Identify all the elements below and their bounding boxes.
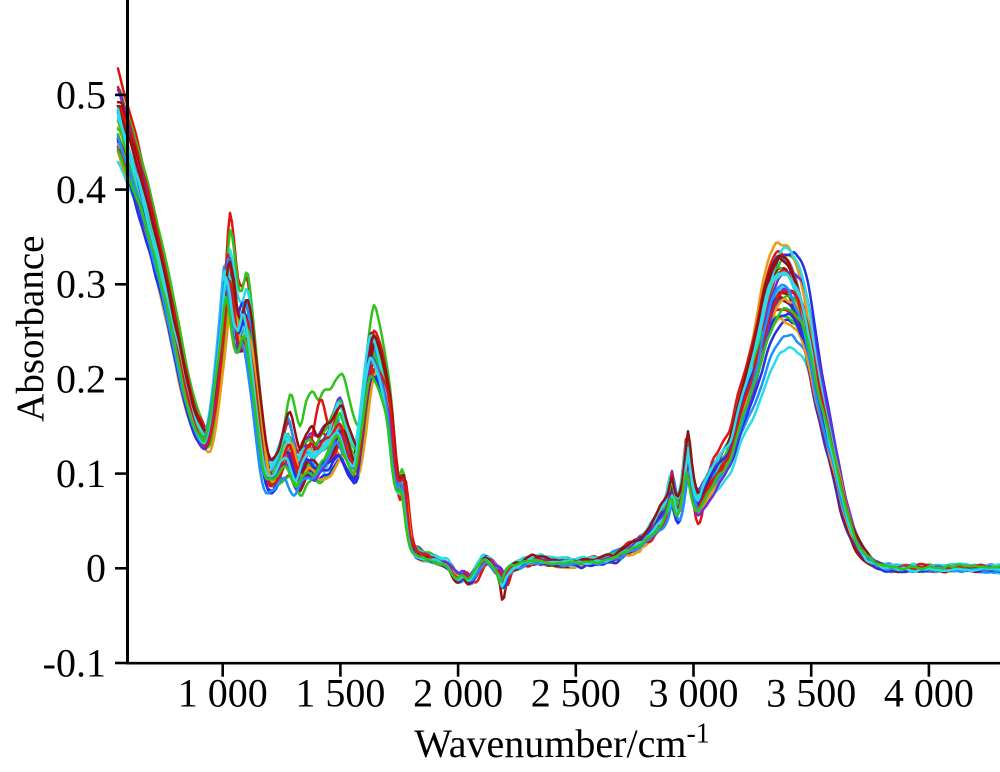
svg-text:Absorbance: Absorbance	[9, 236, 52, 422]
svg-text:Wavenumber/cm-1: Wavenumber/cm-1	[414, 719, 710, 767]
svg-text:0.4: 0.4	[56, 167, 106, 212]
svg-text:0.5: 0.5	[56, 72, 106, 117]
svg-text:0.3: 0.3	[56, 262, 106, 307]
svg-text:1 500: 1 500	[295, 671, 385, 716]
svg-text:3 500: 3 500	[766, 671, 856, 716]
svg-text:0.1: 0.1	[56, 451, 106, 496]
svg-text:3 000: 3 000	[649, 671, 739, 716]
svg-text:-0.1: -0.1	[43, 640, 106, 685]
svg-text:0.2: 0.2	[56, 356, 106, 401]
svg-text:2 000: 2 000	[413, 671, 503, 716]
svg-text:4 000: 4 000	[884, 671, 974, 716]
svg-text:0: 0	[86, 546, 106, 591]
svg-text:2 500: 2 500	[531, 671, 621, 716]
svg-text:1 000: 1 000	[178, 671, 268, 716]
